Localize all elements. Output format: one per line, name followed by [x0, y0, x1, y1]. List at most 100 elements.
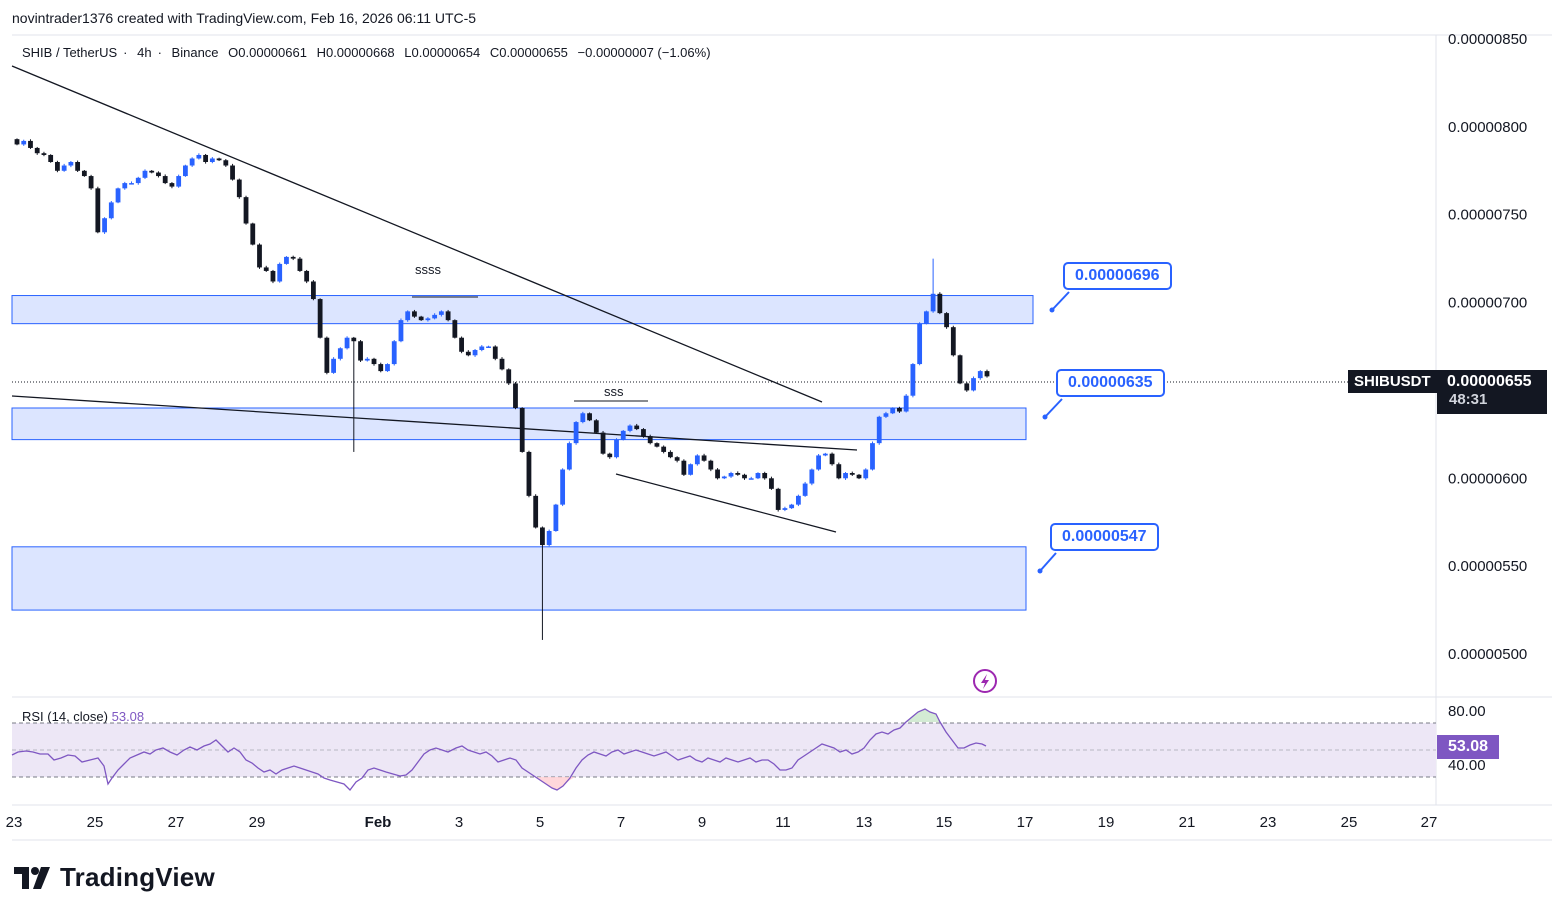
candle[interactable] — [897, 406, 902, 413]
candle[interactable] — [378, 362, 384, 373]
candle[interactable] — [721, 475, 727, 480]
candle[interactable] — [957, 354, 963, 385]
candle[interactable] — [344, 336, 350, 350]
candle[interactable] — [432, 313, 438, 320]
candle[interactable] — [223, 159, 229, 167]
price-axis[interactable]: 0.00000850 0.00000800 0.00000750 0.00000700… — [1448, 31, 1527, 663]
candle[interactable] — [843, 472, 848, 480]
symbol-pair[interactable]: SHIB / TetherUS — [22, 45, 118, 60]
candle[interactable] — [728, 471, 734, 478]
candle[interactable] — [647, 434, 653, 445]
candle[interactable] — [641, 428, 646, 438]
candle[interactable] — [614, 438, 619, 459]
candle[interactable] — [950, 325, 956, 357]
candle[interactable] — [284, 256, 289, 265]
neckline-trendline[interactable] — [11, 395, 858, 451]
candle[interactable] — [782, 506, 788, 512]
zone-support-low[interactable] — [11, 546, 1027, 611]
candle[interactable] — [68, 160, 74, 168]
candle[interactable] — [883, 411, 889, 418]
candle[interactable] — [593, 419, 599, 435]
candle[interactable] — [748, 476, 754, 480]
callout-upper[interactable]: 0.00000696 — [1063, 262, 1172, 290]
candle[interactable] — [694, 454, 700, 466]
candle[interactable] — [755, 472, 761, 480]
candle[interactable] — [398, 318, 404, 343]
candle[interactable] — [263, 265, 269, 272]
candle[interactable] — [930, 258, 936, 313]
candle[interactable] — [876, 415, 882, 445]
candle[interactable] — [385, 363, 390, 372]
candle[interactable] — [364, 357, 370, 362]
candle[interactable] — [486, 345, 491, 348]
candle[interactable] — [944, 312, 949, 329]
candle[interactable] — [28, 139, 33, 149]
candle[interactable] — [789, 503, 795, 509]
rsi-line[interactable] — [11, 708, 987, 791]
candle[interactable] — [418, 315, 424, 321]
candle[interactable] — [587, 412, 592, 422]
candle[interactable] — [620, 430, 626, 441]
candle[interactable] — [762, 471, 768, 480]
candle[interactable] — [634, 423, 640, 431]
candle[interactable] — [108, 200, 114, 220]
candle[interactable] — [816, 454, 821, 471]
candle[interactable] — [331, 357, 336, 374]
candle[interactable] — [277, 262, 283, 283]
candle[interactable] — [553, 503, 559, 532]
candle[interactable] — [310, 280, 316, 301]
callout-lower[interactable]: 0.00000547 — [1050, 523, 1159, 551]
candle[interactable] — [856, 473, 862, 480]
candle[interactable] — [795, 494, 801, 507]
candle[interactable] — [216, 157, 222, 162]
candle[interactable] — [88, 174, 94, 190]
candle[interactable] — [250, 222, 256, 246]
candle[interactable] — [688, 463, 694, 476]
candle[interactable] — [668, 450, 673, 459]
candle[interactable] — [533, 494, 539, 529]
candle[interactable] — [122, 181, 128, 190]
candle[interactable] — [715, 468, 720, 480]
candle[interactable] — [971, 376, 976, 392]
candle[interactable] — [526, 450, 532, 498]
rsi-legend[interactable]: RSI (14, close) 53.08 — [22, 709, 144, 724]
candle[interactable] — [270, 269, 276, 284]
candle[interactable] — [910, 363, 916, 398]
candle[interactable] — [654, 442, 660, 448]
candle[interactable] — [34, 146, 40, 155]
candle[interactable] — [681, 459, 687, 476]
candle[interactable] — [358, 340, 363, 362]
candle[interactable] — [923, 310, 929, 325]
candle[interactable] — [371, 357, 377, 366]
candle[interactable] — [472, 349, 478, 357]
candle[interactable] — [156, 171, 161, 178]
tradingview-logo[interactable]: TradingView — [14, 862, 215, 893]
candle[interactable] — [566, 441, 572, 471]
candle[interactable] — [809, 468, 815, 486]
candle[interactable] — [661, 445, 667, 454]
candle[interactable] — [822, 452, 828, 457]
candle[interactable] — [236, 178, 242, 199]
candle[interactable] — [14, 138, 20, 146]
candle[interactable] — [870, 441, 875, 471]
candle[interactable] — [701, 453, 707, 462]
wedge-lower-trendline[interactable] — [615, 473, 837, 533]
candle[interactable] — [183, 164, 188, 177]
candle[interactable] — [459, 336, 464, 354]
candle[interactable] — [95, 186, 101, 234]
candle[interactable] — [513, 381, 518, 410]
candle[interactable] — [977, 370, 983, 380]
candle[interactable] — [492, 345, 498, 361]
rsi-axis[interactable]: 80.00 40.00 — [1448, 703, 1486, 774]
candle[interactable] — [297, 257, 303, 272]
candle[interactable] — [412, 309, 417, 318]
candle[interactable] — [573, 421, 579, 445]
candle[interactable] — [304, 269, 310, 284]
candle[interactable] — [203, 153, 209, 164]
time-axis[interactable]: 23 25 27 29 Feb 3 5 7 9 11 13 15 17 19 21 23 25 27 — [6, 814, 1438, 831]
candle[interactable] — [243, 195, 249, 225]
candle[interactable] — [48, 154, 54, 163]
candle[interactable] — [324, 336, 330, 375]
candle[interactable] — [438, 310, 444, 317]
candle[interactable] — [769, 476, 774, 490]
